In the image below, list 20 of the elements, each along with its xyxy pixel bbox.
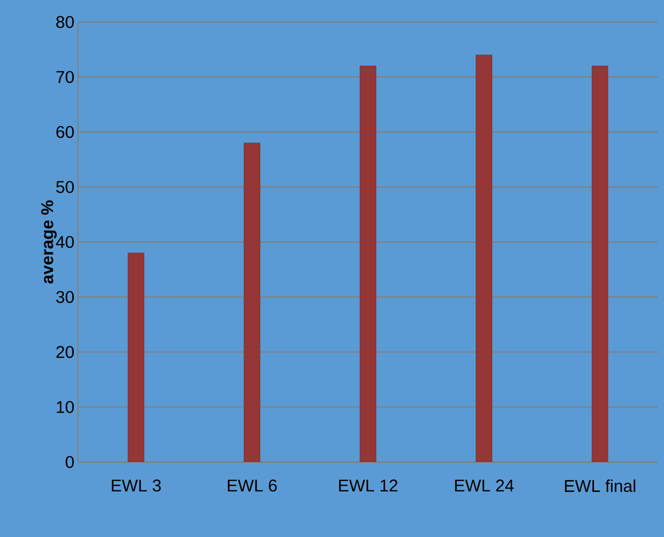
y-tick-label: 60 <box>56 126 74 138</box>
y-tick-label: 0 <box>66 456 74 468</box>
x-tick-label: EWL 3 <box>112 480 161 492</box>
x-tick-label: EWL final <box>565 480 636 492</box>
y-tick-label: 80 <box>56 16 74 28</box>
bar <box>360 66 376 462</box>
y-tick-label: 10 <box>56 400 74 414</box>
bar <box>592 66 608 462</box>
bar <box>476 54 492 462</box>
x-tick-label: EWL 6 <box>228 480 277 492</box>
y-tick-label: 20 <box>56 346 74 358</box>
bar <box>244 142 260 462</box>
y-tick-label: 40 <box>56 236 74 248</box>
y-tick-label: 30 <box>56 290 74 304</box>
x-tick-label: EWL 12 <box>339 480 398 492</box>
y-tick-label: 70 <box>56 70 74 84</box>
y-axis-title: average % <box>41 200 57 284</box>
x-tick-label: EWL 24 <box>455 480 514 492</box>
y-tick-label: 50 <box>56 180 74 194</box>
bar <box>128 252 144 462</box>
